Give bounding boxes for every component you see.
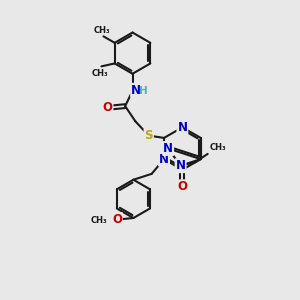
- Text: N: N: [163, 142, 173, 155]
- Text: CH₃: CH₃: [90, 217, 107, 226]
- Text: CH₃: CH₃: [94, 26, 111, 34]
- Text: N: N: [177, 121, 188, 134]
- Text: CH₃: CH₃: [209, 142, 226, 152]
- Text: S: S: [145, 129, 153, 142]
- Text: N: N: [131, 84, 141, 97]
- Text: O: O: [177, 180, 188, 193]
- Text: N: N: [176, 159, 186, 172]
- Text: O: O: [103, 101, 112, 114]
- Text: H: H: [139, 86, 148, 96]
- Text: O: O: [112, 213, 122, 226]
- Text: CH₃: CH₃: [92, 69, 108, 78]
- Text: N: N: [159, 153, 169, 166]
